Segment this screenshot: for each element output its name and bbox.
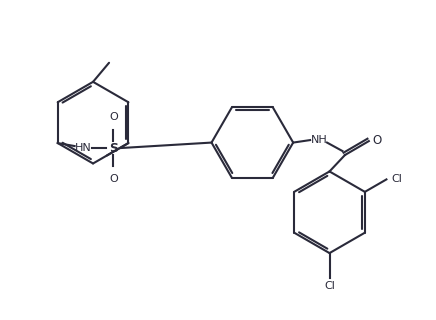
Text: Cl: Cl xyxy=(391,174,402,184)
Text: O: O xyxy=(109,112,118,122)
Text: NH: NH xyxy=(311,135,327,145)
Text: O: O xyxy=(109,174,118,184)
Text: HN: HN xyxy=(75,143,92,153)
Text: O: O xyxy=(373,133,382,147)
Text: S: S xyxy=(109,141,118,155)
Text: Cl: Cl xyxy=(324,282,335,292)
